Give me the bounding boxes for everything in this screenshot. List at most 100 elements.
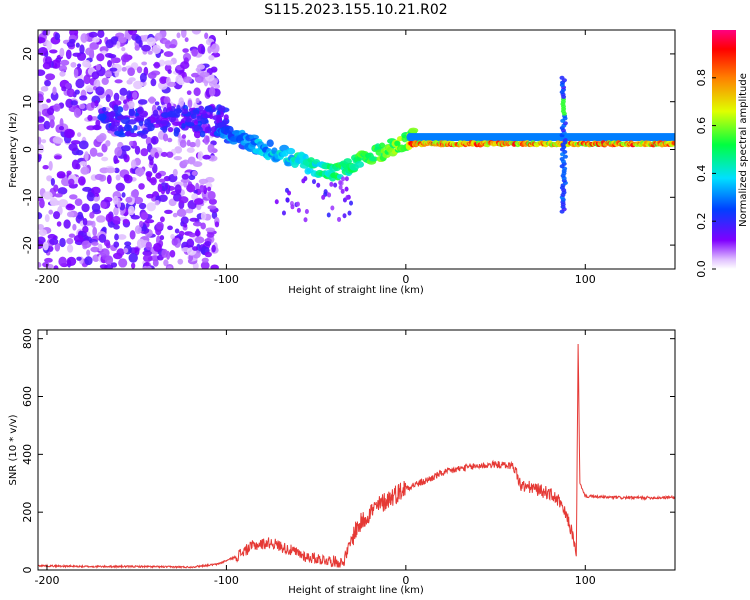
spectrogram-blob xyxy=(200,261,210,269)
spectrogram-blob xyxy=(99,248,110,258)
spectrogram-blob xyxy=(114,70,120,78)
spectrogram-blob xyxy=(281,210,286,216)
spectrogram-blob xyxy=(38,262,42,268)
spectrogram-blob xyxy=(122,103,129,112)
spectrogram-blob xyxy=(321,194,326,200)
spectrogram-blob xyxy=(38,46,48,56)
spectrogram-blob xyxy=(107,60,113,68)
spectrogram-blob xyxy=(66,170,72,175)
spectrogram-blob xyxy=(66,88,75,98)
spectrogram-blob xyxy=(124,241,132,247)
spectrogram-blob xyxy=(74,89,80,95)
spectrogram-blob xyxy=(191,30,202,35)
spectrogram-blob xyxy=(113,154,118,165)
spectrogram-blob xyxy=(66,41,75,48)
spectrogram-blob xyxy=(106,174,112,185)
spectrogram-blob xyxy=(66,244,74,253)
spectrogram-blob xyxy=(46,107,55,116)
spectrogram-blob xyxy=(135,35,142,44)
spectrogram-blob xyxy=(152,259,159,267)
spectrogram-blob xyxy=(193,124,200,132)
spectrogram-blob xyxy=(169,250,176,258)
spectrogram-blob xyxy=(195,182,200,191)
spectrogram-blob xyxy=(274,199,279,205)
spectrogram-blob xyxy=(154,152,160,159)
spectrogram-blob xyxy=(167,81,176,88)
spectrogram-blob xyxy=(65,98,74,108)
spectrogram-blob xyxy=(92,36,100,43)
spectrogram-blob xyxy=(337,216,342,222)
spectrogram-blob xyxy=(189,141,197,148)
spectrogram-blob xyxy=(97,113,107,121)
spectrogram-blob xyxy=(132,140,137,148)
spectrogram-blob xyxy=(43,120,51,130)
spectrogram-blob xyxy=(114,79,123,84)
spectrogram-blob xyxy=(76,149,84,156)
spectrogram-blob xyxy=(46,98,51,103)
spectrogram-blob xyxy=(131,262,136,269)
spectrogram-blob xyxy=(64,128,74,139)
spectrogram-blob xyxy=(160,120,169,125)
spectrogram-blob xyxy=(197,151,204,161)
spectrogram-blob xyxy=(91,186,101,195)
spectrogram-blob xyxy=(208,54,215,61)
spectrogram-blob xyxy=(105,167,116,174)
spectrogram-blob xyxy=(105,242,111,249)
spectrogram-blob xyxy=(49,238,59,245)
spectrogram-blob xyxy=(38,136,42,145)
spectrogram-blob xyxy=(327,192,332,198)
spectrogram-blob xyxy=(81,240,92,249)
spectrogram-blob xyxy=(211,244,216,253)
spectrogram-blob xyxy=(333,182,338,188)
spectrogram-blob xyxy=(123,153,128,160)
spectrogram-blob xyxy=(79,161,88,166)
spectrogram-blob xyxy=(44,257,53,263)
spectrogram-blob xyxy=(204,126,210,133)
spectrogram-blob xyxy=(189,217,199,222)
spectrogram-blob xyxy=(559,75,565,80)
spectrogram-blob xyxy=(49,49,58,54)
spectrogram-blob xyxy=(76,51,87,61)
spectrogram-blob xyxy=(183,76,193,83)
spectrogram-blob xyxy=(46,175,53,182)
spectrogram-blob xyxy=(194,230,201,237)
spectrogram-blob xyxy=(116,201,121,209)
spectrogram-blob xyxy=(65,82,71,90)
spectrogram-blob xyxy=(58,65,68,72)
spectrogram-blob xyxy=(123,124,131,132)
spectrogram-blob xyxy=(202,154,211,160)
spectrogram-blob xyxy=(199,71,210,78)
spectrogram-blob xyxy=(40,86,49,92)
spectrogram-blob xyxy=(56,221,62,227)
spectrogram-blob xyxy=(49,119,55,129)
spectrogram-blob xyxy=(182,159,190,165)
spectrogram-blob xyxy=(205,135,210,143)
spectrogram-blob xyxy=(38,93,44,104)
snr-y-label: SNR (10 * v/v) xyxy=(8,414,19,485)
spectrogram-blob xyxy=(340,188,345,194)
spectrogram-x-tick-label: 100 xyxy=(575,273,596,286)
spectrogram-blob xyxy=(59,237,66,248)
spectrogram-blob xyxy=(42,241,49,251)
colorbar-tick-label: 0.8 xyxy=(695,69,708,87)
spectrogram-blob xyxy=(187,99,193,108)
spectrogram-blob xyxy=(55,137,64,144)
spectrogram-blob xyxy=(157,105,162,111)
spectrogram-blob xyxy=(89,147,98,157)
snr-panel: -200 -100 0 100 0 200 400 600 800 Height of str… xyxy=(8,328,676,596)
spectrogram-blob xyxy=(91,241,99,246)
spectrogram-blob xyxy=(65,49,72,60)
spectrogram-blob xyxy=(208,86,216,97)
spectrogram-x-tick-label: -200 xyxy=(34,273,59,286)
spectrogram-blob xyxy=(91,71,100,80)
spectrogram-blob xyxy=(125,196,133,203)
spectrogram-blob xyxy=(174,184,182,195)
spectrogram-blob xyxy=(158,194,168,203)
colorbar-tick-label: 0.4 xyxy=(695,165,708,183)
spectrogram-blob xyxy=(192,246,199,251)
spectrogram-blob xyxy=(105,94,111,103)
spectrogram-blob xyxy=(101,226,107,233)
spectrogram-blob xyxy=(58,256,67,267)
spectrogram-blob xyxy=(116,248,125,257)
